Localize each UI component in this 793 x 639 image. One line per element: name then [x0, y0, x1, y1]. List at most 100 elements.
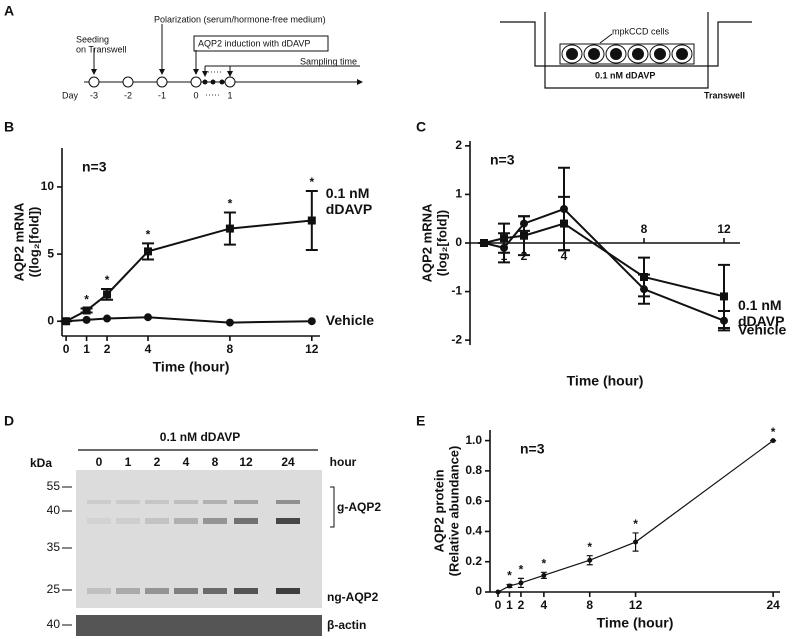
- series-label: dDAVP: [326, 201, 372, 217]
- significance-mark: *: [105, 273, 110, 287]
- marker: [541, 572, 547, 578]
- marker: [560, 205, 568, 213]
- y-axis-title: (Relative abundance): [446, 446, 461, 577]
- marker: [520, 231, 528, 240]
- cells-label: mpkCCD cells: [612, 26, 670, 36]
- treatment-label: 0.1 nM dDAVP: [160, 430, 240, 444]
- series-label: 0.1 nM: [738, 297, 782, 313]
- y-tick-label: 0.4: [465, 524, 482, 538]
- g-aqp2-label: g-AQP2: [337, 500, 381, 514]
- marker: [144, 247, 152, 256]
- day-circle: [122, 76, 134, 88]
- actin-strip: [76, 615, 322, 636]
- sampling-label: Sampling time: [300, 56, 357, 66]
- band: [234, 500, 258, 504]
- kda-marker: 55: [47, 479, 61, 493]
- y-axis-title: AQP2 protein: [431, 469, 446, 552]
- marker: [225, 318, 234, 327]
- nucleus: [566, 48, 578, 60]
- hour-label: hour: [330, 455, 357, 469]
- marker: [640, 285, 648, 294]
- band: [203, 518, 227, 524]
- y-axis-title: AQP2 mRNA: [419, 203, 434, 282]
- panel-label: B: [4, 119, 14, 135]
- band: [174, 518, 198, 524]
- band: [234, 588, 258, 594]
- panel-label: E: [416, 413, 425, 429]
- y-tick-label: 0.6: [465, 493, 482, 507]
- y-tick-label: -1: [451, 284, 462, 298]
- marker: [62, 317, 71, 326]
- x-tick-label: 4: [541, 598, 548, 612]
- marker: [500, 243, 508, 252]
- x-tick-label: 8: [586, 598, 593, 612]
- x-tick-label: 1: [506, 598, 513, 612]
- y-tick-label: 0: [455, 235, 462, 249]
- annotation: n=3: [490, 152, 515, 168]
- x-axis-title: Time (hour): [153, 359, 230, 375]
- nucleus: [676, 48, 688, 60]
- polarization-label: Polarization (serum/hormone-free medium): [154, 14, 326, 24]
- sample-dot: [219, 79, 225, 85]
- x-tick-label: 1: [83, 342, 90, 356]
- pointer: [599, 33, 613, 44]
- x-axis-title: Time (hour): [597, 615, 674, 631]
- significance-mark: *: [84, 293, 89, 307]
- timeline: Seeding on Transwell Polarization (serum…: [62, 14, 363, 100]
- marker: [480, 239, 488, 247]
- marker: [307, 317, 316, 326]
- band: [87, 500, 111, 504]
- induction-label: AQP2 induction with dDAVP: [198, 38, 310, 48]
- marker: [506, 583, 512, 589]
- significance-mark: *: [542, 556, 547, 570]
- y-tick-label: 0: [47, 313, 54, 327]
- band: [87, 518, 111, 524]
- western-blot: 0.1 nM dDAVP kDa hour g-AQP2 ng-AQP2 β-a…: [30, 430, 381, 636]
- band: [203, 500, 227, 504]
- marker: [720, 292, 728, 301]
- series-label: Vehicle: [738, 321, 786, 337]
- lane-label: 4: [183, 455, 190, 469]
- lane-label: 24: [281, 455, 295, 469]
- x-tick-label: 2: [104, 342, 111, 356]
- kda-marker: 35: [47, 540, 61, 554]
- y-tick-label: 10: [41, 179, 55, 193]
- band: [116, 500, 140, 504]
- x-tick-label: 2: [518, 598, 525, 612]
- series-line: [483, 207, 725, 322]
- day-tick-label: -2: [124, 90, 132, 100]
- x-tick-label: 2: [521, 249, 528, 263]
- significance-mark: *: [146, 228, 151, 242]
- series-label: 0.1 nM: [326, 185, 370, 201]
- day-tick-label: -3: [90, 90, 98, 100]
- marker: [587, 557, 593, 563]
- band: [174, 500, 198, 504]
- y-axis-title: (log₂[fold]): [434, 210, 449, 276]
- ng-aqp2-label: ng-AQP2: [327, 590, 379, 604]
- nucleus: [632, 48, 644, 60]
- band: [145, 588, 169, 594]
- significance-mark: *: [519, 563, 524, 577]
- band: [234, 518, 258, 524]
- significance-mark: *: [309, 175, 314, 189]
- significance-mark: *: [587, 540, 592, 554]
- kda-marker: 25: [47, 582, 61, 596]
- marker: [633, 539, 639, 545]
- panel-label: D: [4, 413, 14, 429]
- y-tick-label: 0.2: [465, 554, 482, 568]
- significance-mark: *: [507, 569, 512, 583]
- band: [87, 588, 111, 594]
- x-tick-label: 8: [227, 342, 234, 356]
- y-tick-label: 0.8: [465, 463, 482, 477]
- y-tick-label: 5: [47, 246, 54, 260]
- marker: [518, 580, 524, 586]
- transwell-diagram: mpkCCD cells 0.1 nM dDAVP Transwell: [500, 12, 752, 100]
- panel-label: C: [416, 119, 426, 135]
- kda-marker: 40: [47, 617, 61, 631]
- sample-dot: [202, 79, 208, 85]
- x-tick-label: 0: [63, 342, 70, 356]
- band: [174, 588, 198, 594]
- series-line: [66, 316, 312, 324]
- band: [145, 518, 169, 524]
- marker: [82, 315, 91, 324]
